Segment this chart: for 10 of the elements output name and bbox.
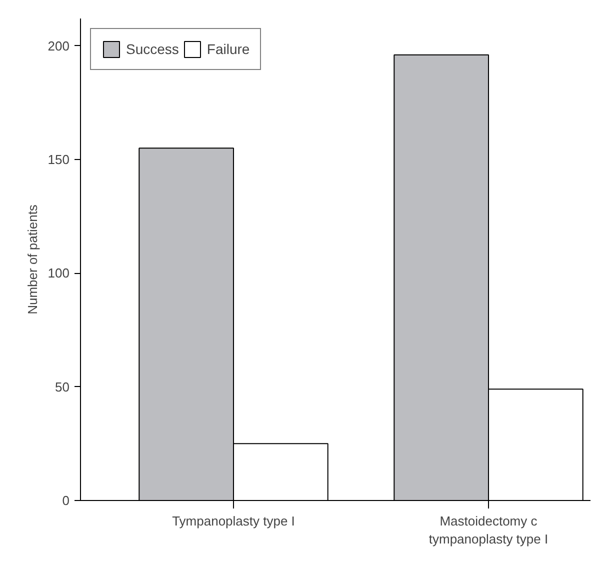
- y-tick-label: 0: [62, 493, 70, 508]
- x-tick-label: Tympanoplasty type I: [172, 514, 295, 528]
- y-tick-label: 100: [48, 266, 70, 281]
- y-axis-title: Number of patients: [24, 204, 40, 314]
- y-tick-label: 200: [48, 38, 70, 54]
- y-tick-label: 50: [55, 379, 70, 394]
- y-tick-label: 150: [48, 152, 70, 167]
- legend-label: Failure: [206, 41, 250, 57]
- x-tick-label: Mastoidectomy c tympanoplasty type I: [428, 514, 548, 546]
- legend-label: Success: [126, 41, 179, 57]
